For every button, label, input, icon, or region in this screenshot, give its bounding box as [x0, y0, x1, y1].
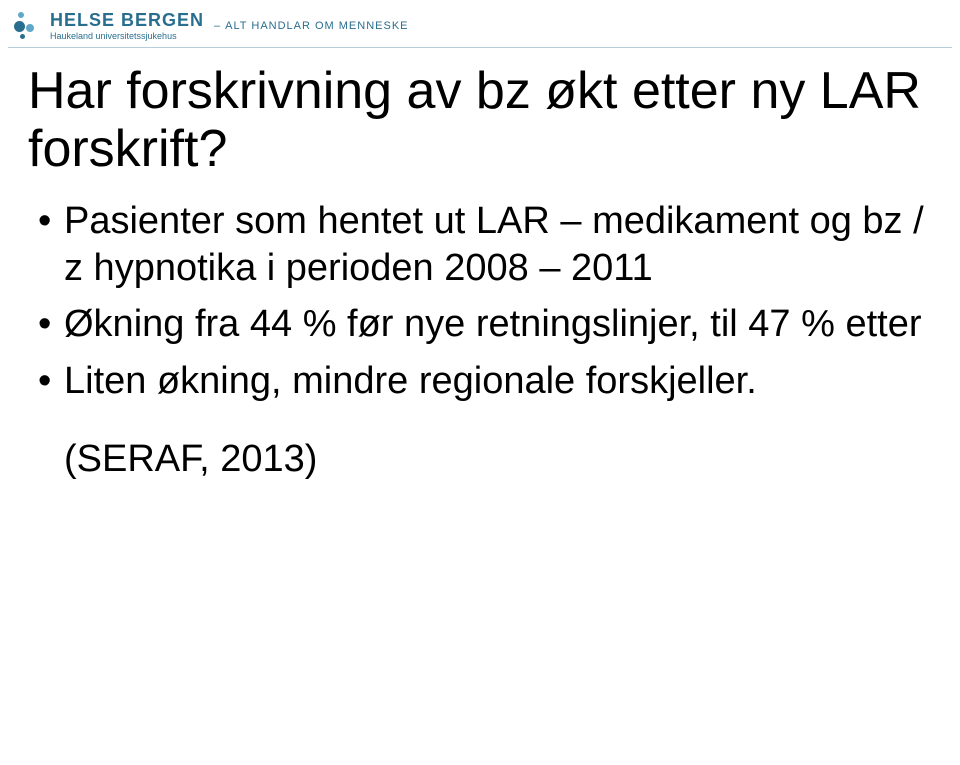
- list-item: Liten økning, mindre regionale forskjell…: [38, 358, 932, 404]
- content: Har forskrivning av bz økt etter ny LAR …: [0, 48, 960, 481]
- source-citation: (SERAF, 2013): [28, 438, 932, 481]
- header: HELSE BERGEN Haukeland universitetssjuke…: [0, 0, 960, 45]
- slide: HELSE BERGEN Haukeland universitetssjuke…: [0, 0, 960, 765]
- brand-block: HELSE BERGEN Haukeland universitetssjuke…: [50, 10, 204, 41]
- tagline: – ALT HANDLAR OM MENNESKE: [214, 20, 408, 32]
- slide-title: Har forskrivning av bz økt etter ny LAR …: [28, 62, 932, 178]
- list-item: Pasienter som hentet ut LAR – medikament…: [38, 198, 932, 291]
- tagline-text: ALT HANDLAR OM MENNESKE: [225, 20, 408, 32]
- brand-sub: Haukeland universitetssjukehus: [50, 31, 204, 41]
- tagline-dash: –: [214, 20, 221, 32]
- brand-main: HELSE BERGEN: [50, 10, 204, 31]
- list-item: Økning fra 44 % før nye retningslinjer, …: [38, 301, 932, 347]
- bullet-list: Pasienter som hentet ut LAR – medikament…: [28, 198, 932, 403]
- logo-icon: [14, 12, 42, 40]
